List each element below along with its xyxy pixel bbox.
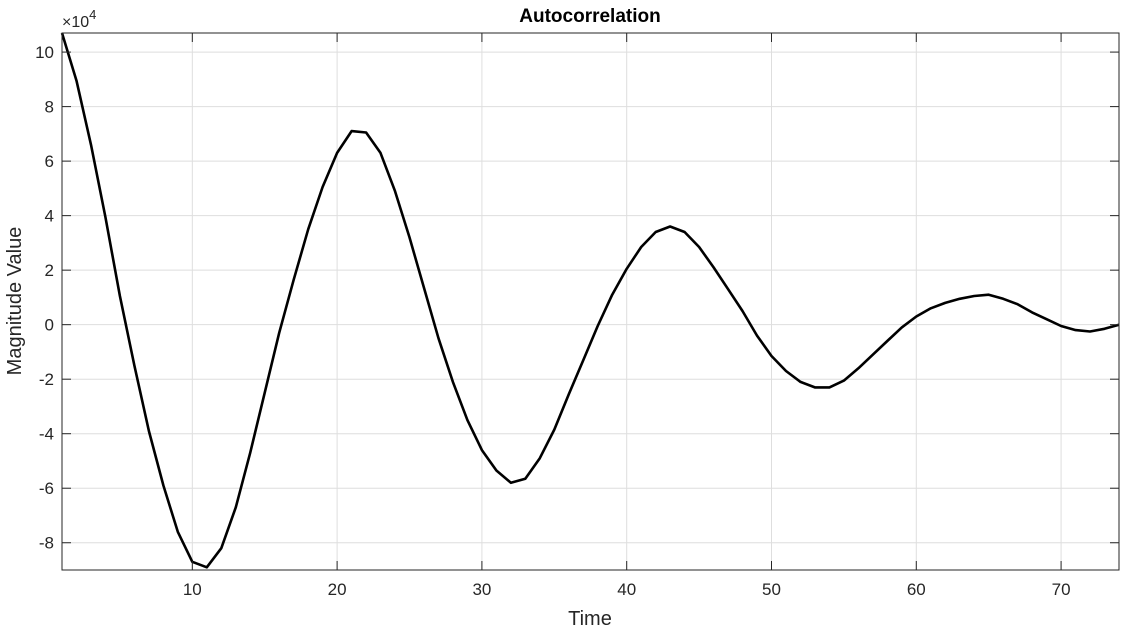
x-tick-label: 70 [1052,580,1071,599]
series-line [60,32,1120,569]
x-tick-label: 60 [907,580,926,599]
x-tick-label: 20 [328,580,347,599]
y-tick-label: 8 [45,98,54,117]
y-tick-label: 2 [45,261,54,280]
y-tick-label: 10 [35,43,54,62]
x-tick-label: 50 [762,580,781,599]
x-tick-label: 10 [183,580,202,599]
data-series [60,32,1120,569]
y-tick-label: 6 [45,152,54,171]
y-tick-label: -4 [39,425,54,444]
y-axis-label: Magnitude Value [4,227,26,376]
plot-frame [61,32,1120,571]
y-tick-label: 0 [45,316,54,335]
x-axis-label: Time [568,608,612,630]
ticks: 10 20 30 40 50 60 70 -8 -6 -4 -2 0 2 4 6 8 10 [35,33,1119,599]
x-tick-label: 40 [617,580,636,599]
y-tick-label: -8 [39,534,54,553]
x-tick-label: 30 [472,580,491,599]
y-tick-label: -2 [39,370,54,389]
y-exponent-power: 4 [89,7,96,22]
grid [62,33,1119,570]
y-exponent-label: ×104 [62,7,96,31]
y-tick-label: 4 [45,207,54,226]
plot-area [62,33,1119,570]
y-tick-label: -6 [39,479,54,498]
chart-title: Autocorrelation [519,6,660,27]
y-exponent-base: ×10 [62,14,89,31]
